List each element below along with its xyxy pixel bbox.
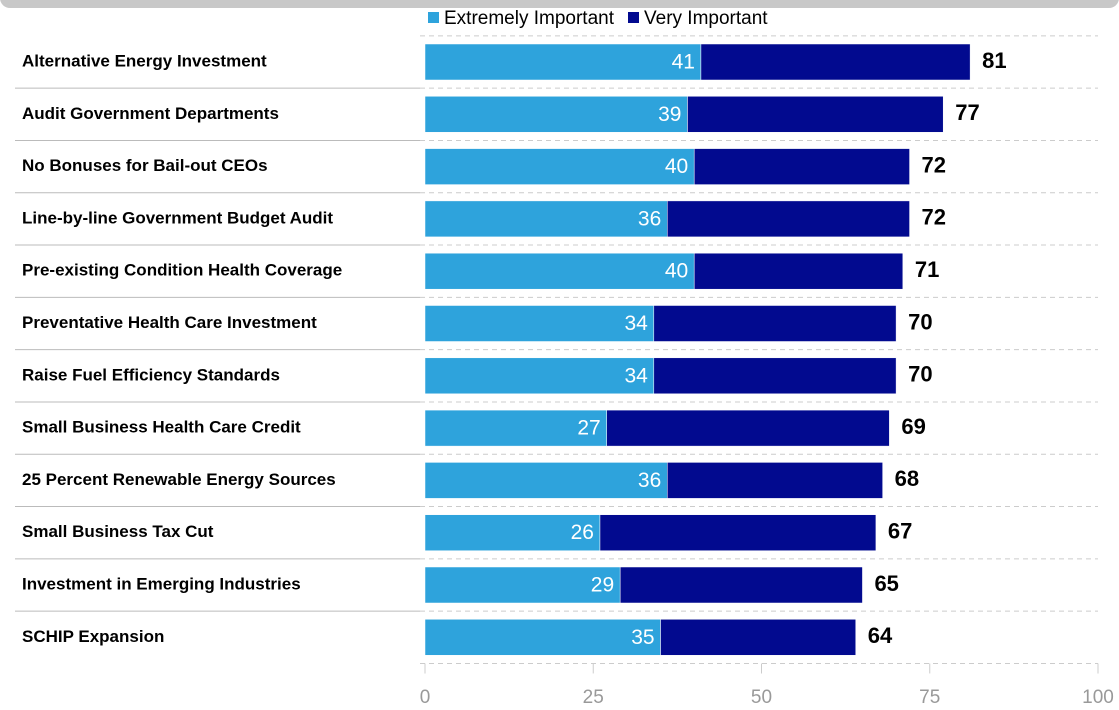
bar-segment [700,43,971,81]
bar-segment [424,96,688,133]
bar-segment [653,357,897,395]
bar-segment [653,305,897,342]
legend-label: Extremely Important [444,8,615,29]
total-label: 67 [888,519,912,544]
category-label: Small Business Tax Cut [22,522,214,541]
bar-segment [693,252,904,290]
category-label: No Bonuses for Bail-out CEOs [22,156,268,175]
bar-segment [424,148,695,185]
category-label: Small Business Health Care Credit [22,418,301,437]
bar-segment [424,43,702,81]
total-label: 68 [895,466,919,491]
bar-segment [606,409,890,447]
total-label: 77 [955,100,979,125]
value-label: 39 [658,103,681,126]
bar-segment [693,148,910,185]
value-label: 27 [577,417,600,440]
value-label: 35 [631,626,654,649]
category-label: SCHIP Expansion [22,627,164,646]
bar-segment [424,357,655,395]
category-label: Pre-existing Condition Health Coverage [22,261,342,280]
total-label: 72 [922,205,946,230]
bar-segment [667,200,910,238]
bar-segment [424,200,668,238]
x-tick-label: 100 [1082,687,1114,708]
value-label: 34 [624,312,648,335]
value-label: 36 [638,469,661,492]
category-label: Alternative Energy Investment [22,51,267,70]
category-label: Line-by-line Government Budget Audit [22,208,333,227]
category-label: Preventative Health Care Investment [22,313,317,332]
bar-segment [660,619,856,656]
top-bar [0,0,1119,8]
total-label: 69 [901,414,925,439]
total-label: 65 [874,571,898,596]
x-tick-label: 50 [751,687,772,708]
bar-segment [619,566,863,604]
total-label: 81 [982,48,1006,73]
value-label: 40 [665,155,688,178]
category-label: Raise Fuel Efficiency Standards [22,365,280,384]
total-label: 70 [908,309,932,334]
bar-segment [424,252,695,290]
legend-swatch [428,12,439,23]
total-label: 71 [915,257,939,282]
value-label: 29 [591,574,614,597]
bar-segment [599,514,877,551]
bar-segment [424,619,661,656]
category-label: 25 Percent Renewable Energy Sources [22,470,336,489]
legend-swatch [628,12,639,23]
x-tick-label: 75 [919,687,940,708]
bar-segment [424,462,668,499]
total-label: 64 [868,623,893,648]
value-label: 36 [638,207,661,230]
bar-segment [687,96,944,133]
bar-segment [424,409,607,447]
value-label: 26 [571,521,594,544]
x-tick-label: 0 [420,687,431,708]
total-label: 70 [908,362,932,387]
bar-segment [424,305,655,342]
category-label: Investment in Emerging Industries [22,574,301,593]
value-label: 40 [665,260,688,283]
value-label: 34 [624,364,648,387]
x-tick-label: 25 [583,687,604,708]
value-label: 41 [672,51,695,74]
legend-label: Very Important [644,8,768,29]
total-label: 72 [922,152,946,177]
category-label: Audit Government Departments [22,104,279,123]
bar-segment [667,462,883,499]
bar-segment [424,514,601,551]
bar-segment [424,566,621,604]
